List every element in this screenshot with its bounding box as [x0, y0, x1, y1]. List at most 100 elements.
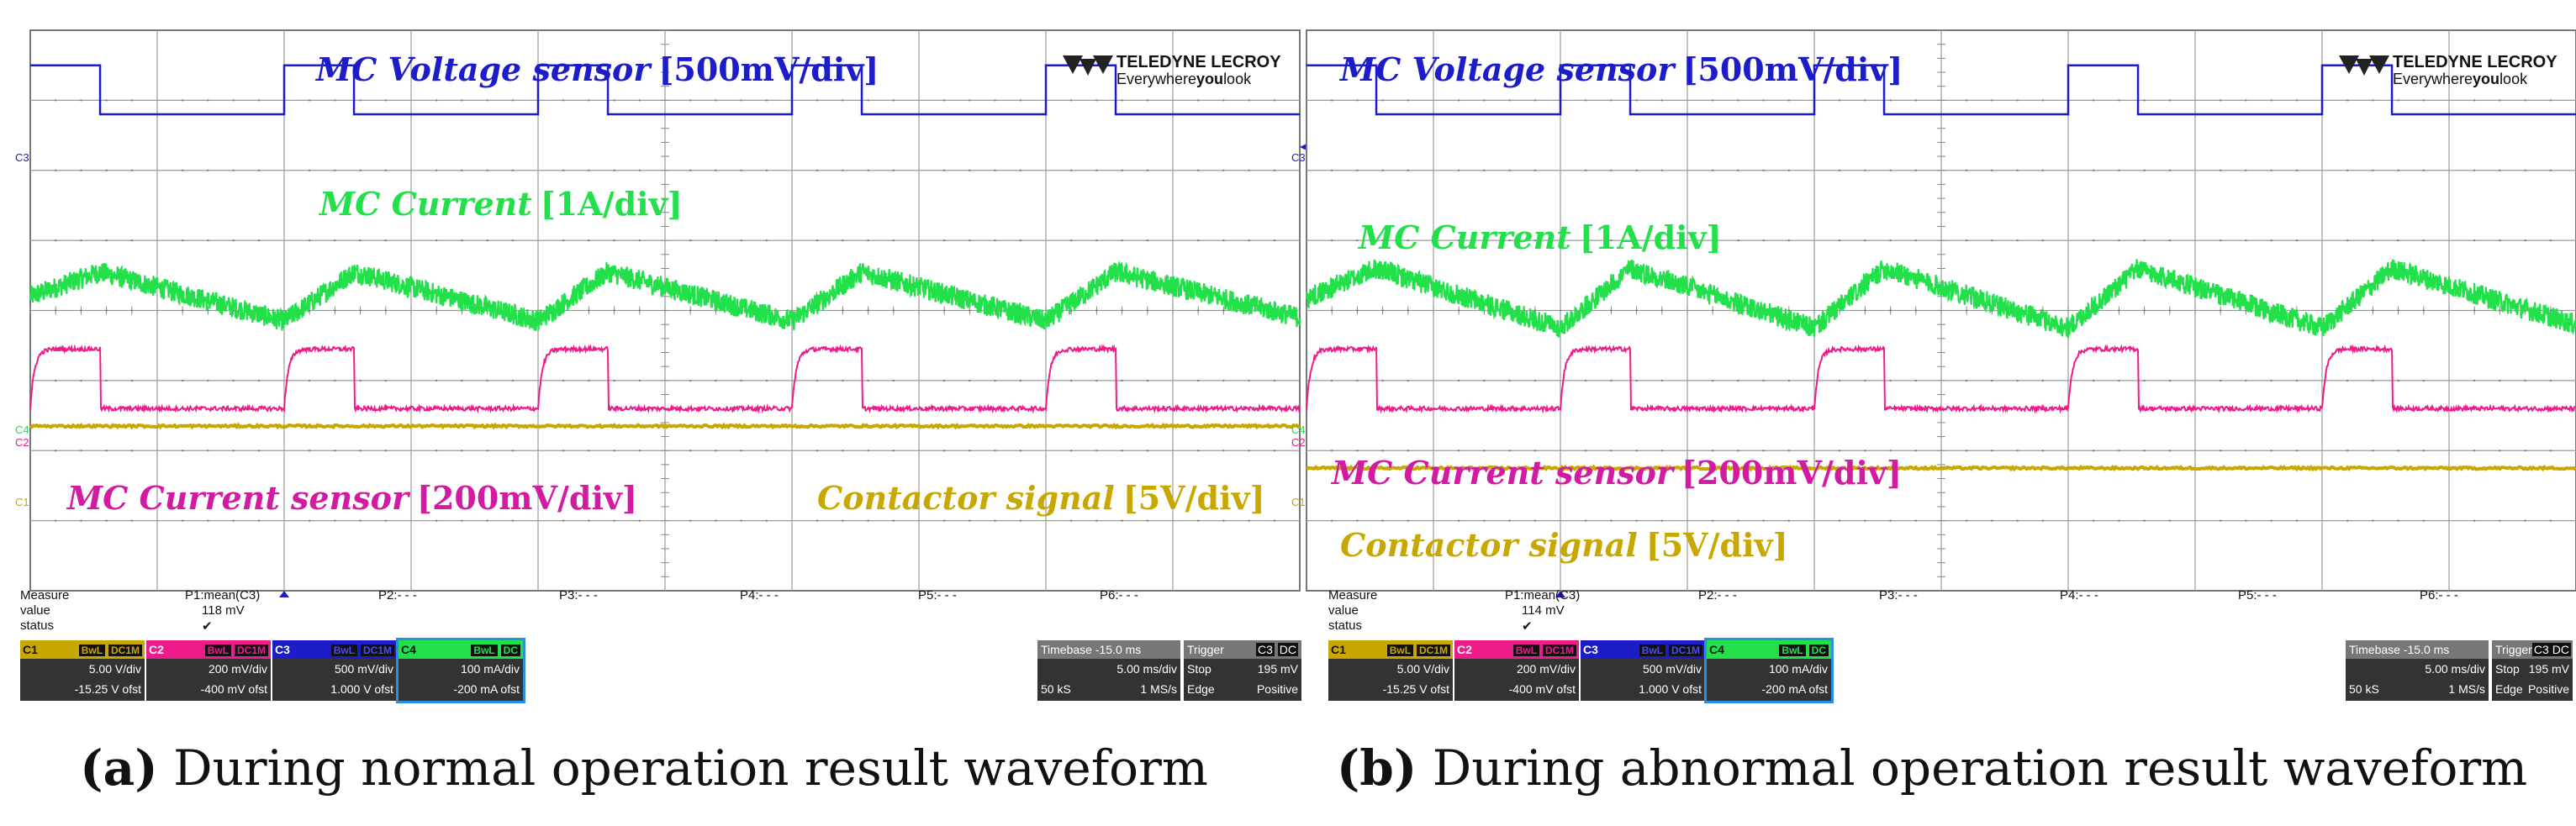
tagline-part-1: Everywhere	[2393, 71, 2473, 87]
grid-dot	[1331, 450, 1333, 452]
grid-dot	[1273, 590, 1275, 592]
grid-dot	[2168, 99, 2171, 102]
c2-offset: -400 mV ofst	[1508, 682, 1576, 696]
grid-dot	[486, 99, 488, 102]
grid-dot	[867, 239, 869, 242]
c4-id: C4	[1709, 643, 1724, 656]
c3-coupling1: BwL	[1639, 644, 1666, 656]
grid-dot	[1248, 590, 1250, 592]
grid-dot	[130, 519, 133, 522]
grid-dot	[1095, 309, 1098, 312]
grid-dot	[2093, 450, 2095, 452]
grid-dot	[2295, 450, 2298, 452]
grid-dot	[1331, 519, 1333, 522]
grid-dot	[80, 450, 82, 452]
grid-dot	[1483, 590, 1486, 592]
label-mc-current-sensor-name: MC Current sensor	[66, 479, 411, 517]
c3-ground-marker: C3	[1291, 151, 1306, 164]
grid-dot	[2168, 519, 2171, 522]
grid-dot	[1966, 379, 1968, 381]
grid-dot	[1121, 99, 1123, 102]
grid-dot	[334, 169, 336, 171]
channel-box-c3[interactable]: C3 BwL DC1M 500 mV/div 1.000 V ofst	[272, 640, 397, 701]
grid-dot	[1121, 169, 1123, 171]
grid-dot	[1248, 519, 1250, 522]
scope-panel-b: C3 C4 C2 C1 TELEDYNE LECROY Everywhereyo…	[1288, 0, 2576, 826]
grid-dot	[2143, 450, 2146, 452]
grid-dot	[1273, 239, 1275, 242]
grid-dot	[638, 169, 641, 171]
grid-dot	[1966, 99, 1968, 102]
grid-dot	[1070, 239, 1073, 242]
grid-dot	[1222, 450, 1225, 452]
grid-dot	[613, 590, 615, 592]
grid-dot	[2093, 590, 2095, 592]
timebase-box[interactable]: Timebase -15.0 ms 5.00 ms/div 50 kS 1 MS/…	[1037, 640, 1180, 701]
grid-dot	[1889, 519, 1892, 522]
c1-scale: 5.00 V/div	[1396, 662, 1449, 676]
grid-dot	[2422, 450, 2425, 452]
grid-dot	[1019, 99, 1021, 102]
grid-dot	[2270, 239, 2272, 242]
trigger-box[interactable]: Trigger C3 DC Stop 195 mV Edge Positive	[1184, 640, 1301, 701]
grid-dot	[816, 519, 819, 522]
grid-dot	[1197, 379, 1200, 381]
grid-dot	[1635, 519, 1638, 522]
grid-dot	[1458, 519, 1460, 522]
channel-box-c2[interactable]: C2 BwL DC1M 200 mV/div -400 mV ofst	[1454, 640, 1579, 701]
grid-dot	[1914, 379, 1917, 381]
channel-box-c1[interactable]: C1 BwL DC1M 5.00 V/div -15.25 V ofst	[20, 640, 145, 701]
grid-dot	[1585, 379, 1587, 381]
grid-dot	[80, 519, 82, 522]
grid-dot	[1222, 309, 1225, 312]
grid-dot	[892, 379, 895, 381]
grid-dot	[511, 590, 514, 592]
grid-dot	[80, 309, 82, 312]
grid-dot	[1248, 379, 1250, 381]
c1-offset: -15.25 V ofst	[74, 682, 141, 696]
grid-dot	[2245, 169, 2247, 171]
trigger-box[interactable]: Trigger C3 DC Stop 195 mV Edge Positive	[2492, 640, 2573, 701]
label-mc-current: MC Current [1A/div]	[1357, 218, 1722, 256]
grid-dot	[207, 379, 209, 381]
grid-dot	[80, 379, 82, 381]
grid-dot	[80, 590, 82, 592]
channel-box-c4[interactable]: C4 BwL DC 100 mA/div -200 mA ofst	[396, 638, 525, 703]
grid-dot	[842, 169, 844, 171]
grid-dot	[562, 99, 565, 102]
grid-dot	[435, 99, 438, 102]
grid-dot	[2473, 590, 2476, 592]
grid-dot	[715, 519, 717, 522]
grid-dot	[384, 99, 387, 102]
grid-dot	[715, 169, 717, 171]
grid-dot	[1585, 590, 1587, 592]
grid-dot	[1019, 239, 1021, 242]
grid-dot	[1381, 309, 1384, 312]
grid-dot	[1146, 379, 1148, 381]
grid-dot	[1585, 99, 1587, 102]
trigger-slope: Positive	[1256, 682, 1298, 696]
channel-box-c2[interactable]: C2 BwL DC1M 200 mV/div -400 mV ofst	[146, 640, 271, 701]
grid-dot	[511, 169, 514, 171]
grid-dot	[2549, 239, 2552, 242]
grid-dot	[1737, 590, 1739, 592]
grid-dot	[1839, 99, 1841, 102]
grid-dot	[1458, 99, 1460, 102]
trigger-header: Trigger	[2495, 643, 2532, 656]
timebase-box[interactable]: Timebase -15.0 ms 5.00 ms/div 50 kS 1 MS/…	[2346, 640, 2489, 701]
grid-dot	[1864, 379, 1866, 381]
grid-dot	[1197, 590, 1200, 592]
channel-box-c4[interactable]: C4 BwL DC 100 mA/div -200 mA ofst	[1704, 638, 1834, 703]
p3-name: P3:- - -	[559, 588, 598, 602]
grid-dot	[994, 239, 996, 242]
grid-dot	[511, 450, 514, 452]
grid-dot	[1864, 239, 1866, 242]
grid-dot	[943, 450, 946, 452]
channel-box-c1[interactable]: C1 BwL DC1M 5.00 V/div -15.25 V ofst	[1328, 640, 1453, 701]
grid-dot	[588, 519, 590, 522]
grid-dot	[892, 309, 895, 312]
label-mc-voltage-sensor-scale: [500mV/div]	[1682, 50, 1903, 88]
c1-coupling1: BwL	[1386, 644, 1414, 656]
grid-dot	[130, 590, 133, 592]
channel-box-c3[interactable]: C3 BwL DC1M 500 mV/div 1.000 V ofst	[1581, 640, 1705, 701]
